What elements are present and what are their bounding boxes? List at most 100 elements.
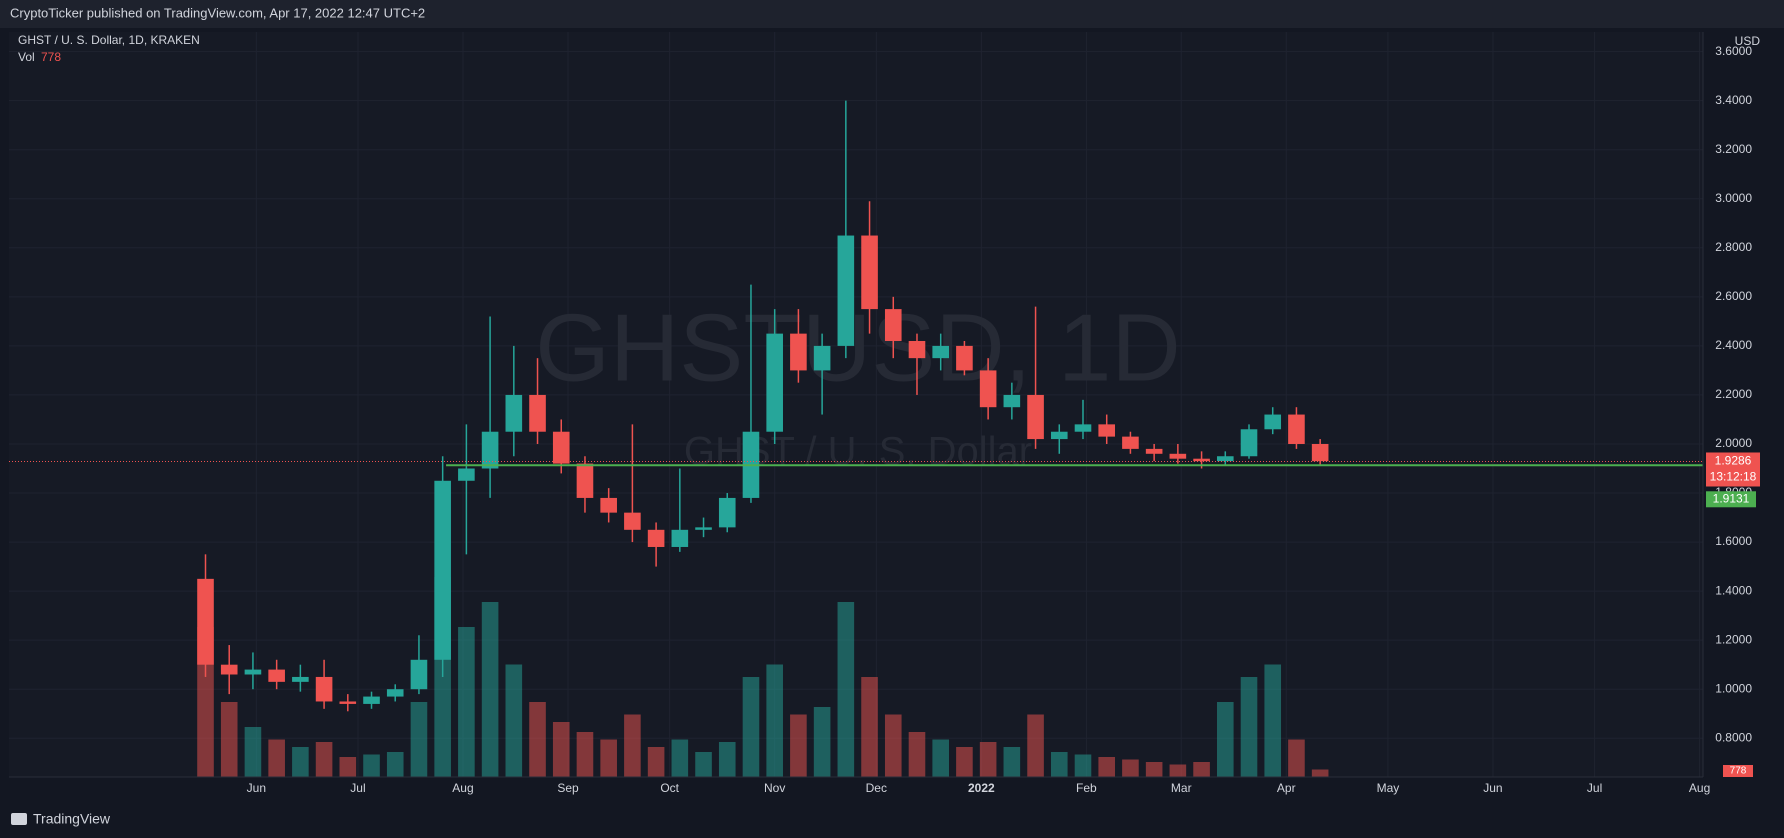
brand: TradingView (33, 811, 111, 827)
candle-body (884, 309, 902, 341)
candle-body (410, 659, 428, 690)
candle-body (529, 394, 546, 432)
candle-body (695, 527, 712, 530)
x-tick-label: Aug (452, 781, 473, 795)
candle-body (1027, 394, 1044, 440)
x-tick-label: Nov (764, 781, 785, 795)
volume-bar (790, 714, 807, 777)
candle-body (837, 235, 855, 346)
x-tick-label: 2022 (968, 781, 995, 795)
currency: USD (1735, 34, 1761, 48)
volume-bar (908, 732, 926, 777)
candle-body (932, 345, 950, 359)
candle-body (1311, 443, 1329, 462)
candle-body (813, 345, 831, 371)
volume-bar (1003, 747, 1021, 777)
candle-body (220, 664, 238, 675)
y-tick-label: 2.4000 (1715, 338, 1752, 352)
candle-body (979, 370, 997, 408)
level-label: 1.9131 (1713, 491, 1750, 505)
volume-bar (1074, 754, 1092, 777)
volume-bar (932, 739, 950, 777)
candle-body (1264, 414, 1282, 430)
last-price-label: 1.9286 (1715, 454, 1752, 468)
y-tick-label: 2.2000 (1715, 387, 1752, 401)
candle-body (244, 669, 262, 675)
y-tick-label: 1.0000 (1715, 681, 1752, 695)
candle-body (1193, 458, 1210, 462)
volume-bar (742, 677, 760, 777)
volume-bar (1311, 769, 1329, 777)
candle-body (600, 497, 617, 513)
volume-bar (1050, 752, 1068, 777)
y-tick-label: 1.4000 (1715, 583, 1752, 597)
volume-tag (1723, 765, 1753, 777)
x-tick-label: Jun (1483, 781, 1502, 795)
volume-bar (813, 707, 831, 777)
volume-bar (1145, 762, 1163, 777)
countdown: 13:12:18 (1710, 470, 1757, 484)
candle-body (718, 497, 736, 528)
candle-body (197, 578, 214, 665)
volume-bar (576, 732, 594, 777)
candle-body (292, 676, 309, 682)
candle-body (505, 394, 523, 432)
volume-bar (956, 747, 973, 777)
volume-bar (718, 742, 736, 777)
y-tick-label: 3.0000 (1715, 191, 1752, 205)
volume-bar (481, 602, 499, 777)
candle-body (481, 431, 499, 469)
volume-bar (671, 739, 689, 777)
volume-bar (1098, 757, 1116, 777)
candle-body (576, 463, 594, 498)
x-tick-label: May (1377, 781, 1400, 795)
volume-bar (1264, 664, 1282, 777)
candle-body (671, 529, 689, 547)
x-tick-label: Apr (1277, 781, 1296, 795)
candle-body (1240, 429, 1258, 457)
footer-bar (0, 800, 1784, 838)
y-tick-label: 2.6000 (1715, 289, 1752, 303)
candle-body (861, 235, 878, 310)
x-tick-label: Mar (1171, 781, 1192, 795)
volume-bar (1240, 677, 1258, 777)
y-tick-label: 1.6000 (1715, 534, 1752, 548)
candle-body (552, 431, 570, 464)
x-tick-label: Oct (660, 781, 679, 795)
watermark-subtitle: GHST / U. S. Dollar (684, 430, 1032, 474)
volume-bar (1169, 764, 1187, 777)
candle-body (908, 340, 926, 359)
x-tick-label: Feb (1076, 781, 1097, 795)
volume-bar (624, 714, 641, 777)
volume-bar (505, 664, 523, 777)
volume-bar (363, 754, 380, 777)
candle-body (1050, 431, 1068, 440)
x-tick-label: Sep (557, 781, 579, 795)
candle-body (766, 333, 783, 432)
volume-bar (979, 742, 997, 777)
candle-body (624, 512, 641, 530)
level-tag (1706, 491, 1756, 508)
volume-bar (386, 752, 404, 777)
candle-body (1122, 436, 1139, 449)
y-tick-label: 2.0000 (1715, 436, 1752, 450)
x-tick-label: Jun (247, 781, 266, 795)
y-tick-label: 3.4000 (1715, 93, 1752, 107)
volume-bar (315, 742, 333, 777)
x-tick-label: Dec (866, 781, 887, 795)
volume-bar (837, 602, 855, 777)
volume-axis-label: 778 (1730, 766, 1747, 777)
volume-bar (884, 714, 902, 777)
y-tick-label: 1.2000 (1715, 632, 1752, 646)
watermark: GHSTUSD, 1D (535, 294, 1180, 401)
volume-bar (410, 702, 428, 777)
volume-bar (1122, 759, 1139, 777)
volume-bar (458, 627, 475, 777)
candle-body (363, 696, 380, 704)
volume-bar (1027, 714, 1044, 777)
volume-bar (552, 722, 570, 777)
volume-bar (766, 664, 783, 777)
y-tick-label: 3.2000 (1715, 142, 1752, 156)
y-tick-label: 3.6000 (1715, 44, 1752, 58)
